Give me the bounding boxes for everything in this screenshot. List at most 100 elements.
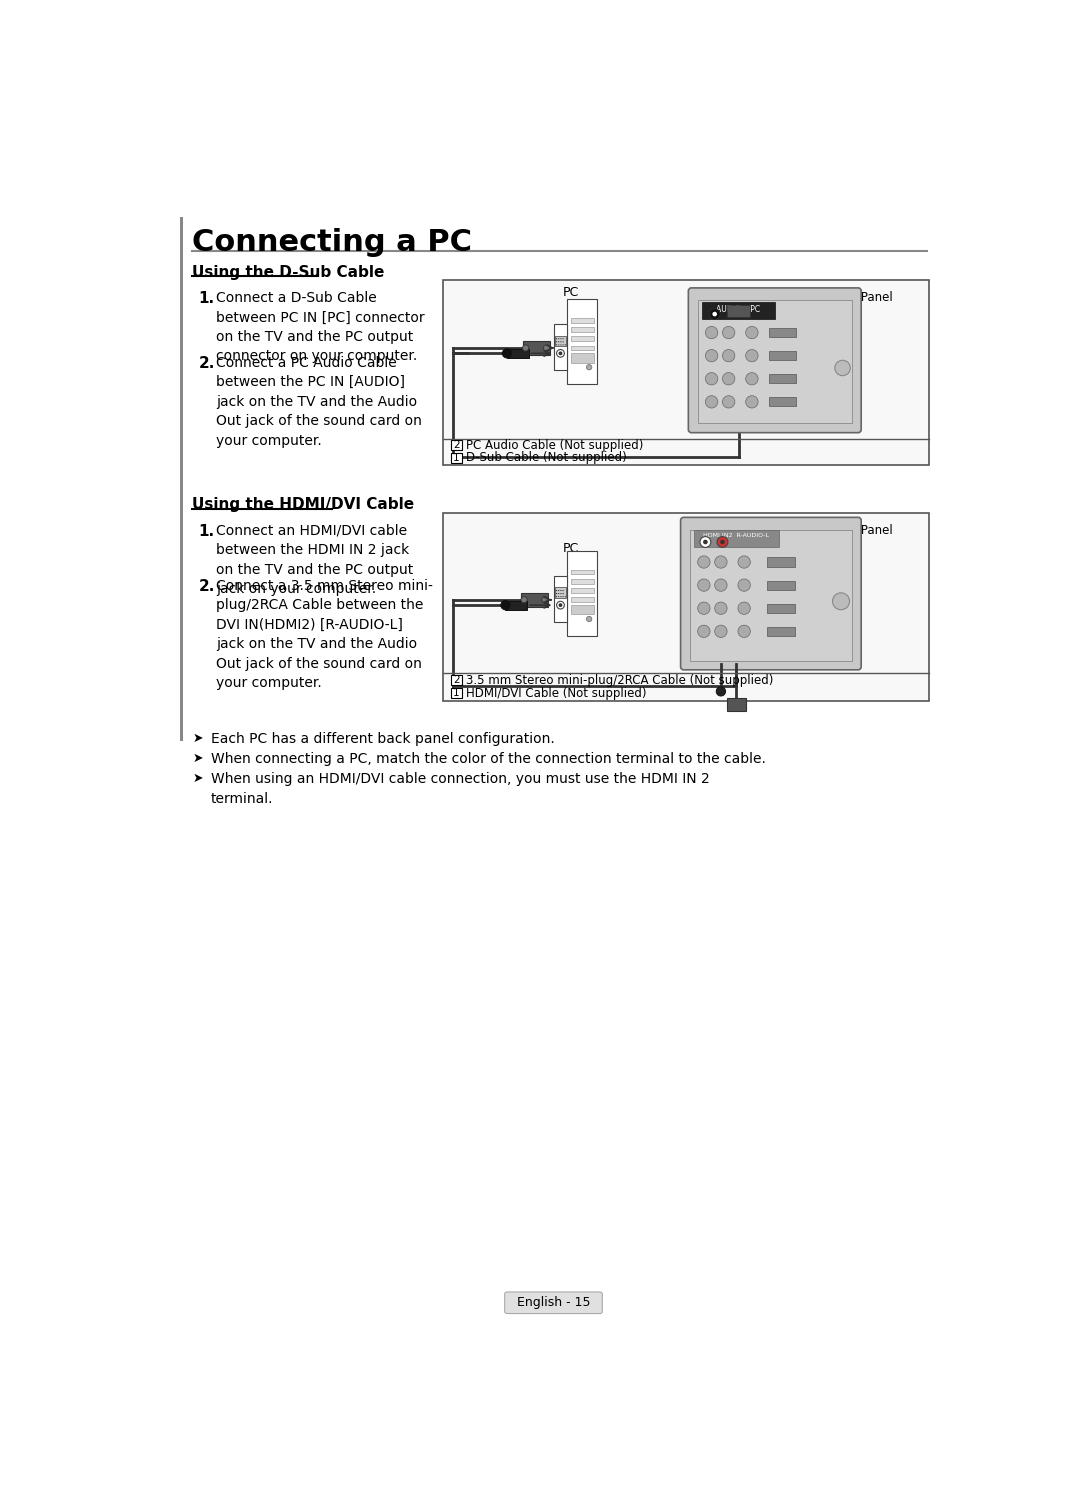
Bar	[727, 698, 745, 711]
FancyBboxPatch shape	[680, 518, 861, 670]
FancyBboxPatch shape	[504, 1292, 603, 1314]
Text: ➤: ➤	[192, 772, 203, 786]
Bar	[554, 576, 567, 622]
Circle shape	[738, 557, 751, 568]
Text: 2: 2	[454, 440, 460, 451]
Circle shape	[700, 537, 711, 548]
Bar	[505, 601, 527, 610]
Bar	[555, 588, 566, 598]
Bar	[567, 299, 597, 384]
Text: 3.5 mm Stereo mini-plug/2RCA Cable (Not supplied): 3.5 mm Stereo mini-plug/2RCA Cable (Not …	[465, 674, 773, 687]
Text: 2: 2	[454, 676, 460, 684]
FancyBboxPatch shape	[688, 287, 861, 433]
Circle shape	[716, 687, 726, 696]
Text: TV Rear Panel: TV Rear Panel	[811, 524, 893, 537]
Text: English - 15: English - 15	[516, 1296, 591, 1309]
Text: Connecting a PC: Connecting a PC	[192, 228, 472, 257]
Bar	[768, 558, 795, 567]
Text: HDMI/DVI Cable (Not supplied): HDMI/DVI Cable (Not supplied)	[465, 687, 647, 699]
Circle shape	[705, 372, 718, 385]
Text: Using the HDMI/DVI Cable: Using the HDMI/DVI Cable	[192, 497, 415, 512]
Circle shape	[715, 603, 727, 615]
Text: Connect a 3.5 mm Stereo mini-
plug/2RCA Cable between the
DVI IN(HDMI2) [R-AUDIO: Connect a 3.5 mm Stereo mini- plug/2RCA …	[216, 579, 433, 690]
Bar	[567, 551, 597, 635]
Bar	[769, 327, 796, 338]
Bar	[769, 351, 796, 360]
Bar	[451, 440, 462, 451]
Text: AUDIO    PC: AUDIO PC	[716, 305, 760, 314]
Text: ➤: ➤	[192, 753, 203, 765]
Circle shape	[556, 350, 565, 357]
Circle shape	[558, 603, 563, 607]
Text: PC: PC	[563, 286, 580, 299]
Bar	[570, 318, 594, 323]
Bar	[570, 353, 594, 363]
Bar	[554, 324, 567, 371]
Circle shape	[586, 365, 592, 371]
Bar	[693, 530, 779, 546]
Circle shape	[745, 396, 758, 408]
Circle shape	[705, 350, 718, 362]
Text: 1.: 1.	[199, 524, 215, 539]
Circle shape	[833, 592, 850, 610]
Text: Connect a PC Audio Cable
between the PC IN [AUDIO]
jack on the TV and the Audio
: Connect a PC Audio Cable between the PC …	[216, 356, 422, 448]
Bar	[768, 626, 795, 635]
Circle shape	[720, 540, 725, 545]
Text: When connecting a PC, match the color of the connection terminal to the cable.: When connecting a PC, match the color of…	[211, 753, 766, 766]
Text: TV Rear Panel: TV Rear Panel	[811, 292, 893, 304]
Bar	[570, 345, 594, 350]
Circle shape	[556, 601, 565, 609]
Text: Connect an HDMI/DVI cable
between the HDMI IN 2 jack
on the TV and the PC output: Connect an HDMI/DVI cable between the HD…	[216, 524, 414, 597]
Circle shape	[586, 616, 592, 622]
Text: 1: 1	[454, 452, 460, 463]
Bar	[451, 676, 462, 684]
Bar	[570, 336, 594, 341]
Text: D-Sub Cable (Not supplied): D-Sub Cable (Not supplied)	[465, 451, 626, 464]
Circle shape	[523, 345, 529, 351]
Circle shape	[723, 372, 734, 385]
Bar	[570, 598, 594, 603]
Bar	[698, 301, 852, 424]
Bar	[690, 530, 852, 661]
Circle shape	[723, 396, 734, 408]
Circle shape	[703, 540, 707, 545]
Circle shape	[705, 396, 718, 408]
Text: When using an HDMI/DVI cable connection, you must use the HDMI IN 2
terminal.: When using an HDMI/DVI cable connection,…	[211, 772, 710, 805]
Bar	[570, 327, 594, 332]
Bar	[451, 452, 462, 463]
Text: 2.: 2.	[199, 579, 215, 594]
Circle shape	[723, 350, 734, 362]
Bar	[769, 373, 796, 384]
Circle shape	[710, 308, 720, 320]
Circle shape	[738, 579, 751, 591]
Bar	[570, 579, 594, 583]
Circle shape	[698, 579, 710, 591]
Bar	[570, 570, 594, 574]
Bar	[444, 280, 930, 464]
Text: PC: PC	[563, 542, 580, 555]
Circle shape	[698, 603, 710, 615]
Circle shape	[715, 557, 727, 568]
Text: 1.: 1.	[199, 292, 215, 307]
Circle shape	[715, 579, 727, 591]
Bar	[570, 588, 594, 592]
Text: PC Audio Cable (Not supplied): PC Audio Cable (Not supplied)	[465, 439, 644, 452]
Text: Using the D-Sub Cable: Using the D-Sub Cable	[192, 265, 384, 280]
Circle shape	[713, 312, 717, 317]
Circle shape	[698, 625, 710, 637]
Circle shape	[745, 372, 758, 385]
Circle shape	[738, 625, 751, 637]
Bar	[507, 348, 529, 359]
Circle shape	[698, 557, 710, 568]
Text: Connect a D-Sub Cable
between PC IN [PC] connector
on the TV and the PC output
c: Connect a D-Sub Cable between PC IN [PC]…	[216, 292, 426, 363]
Bar	[769, 397, 796, 406]
Text: Each PC has a different back panel configuration.: Each PC has a different back panel confi…	[211, 732, 555, 745]
Bar	[768, 580, 795, 589]
Circle shape	[738, 603, 751, 615]
Bar	[768, 604, 795, 613]
Circle shape	[543, 345, 550, 351]
Circle shape	[705, 326, 718, 339]
Bar	[180, 217, 183, 741]
Text: HDMI IN2  R-AUDIO-L: HDMI IN2 R-AUDIO-L	[703, 533, 769, 537]
Circle shape	[558, 351, 563, 356]
